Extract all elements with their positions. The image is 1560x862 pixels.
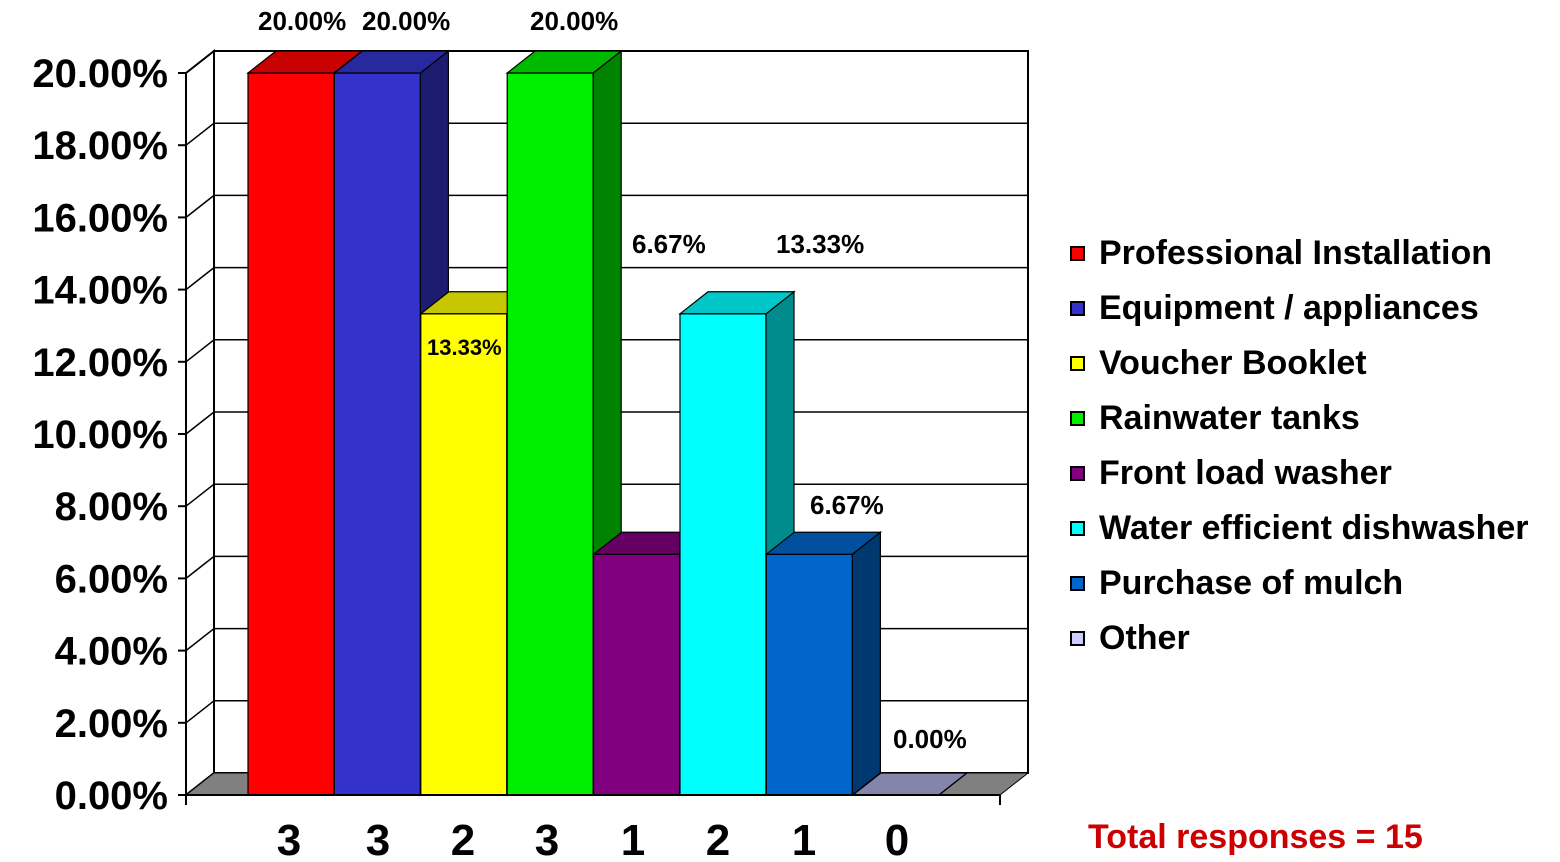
legend-swatch [1070,631,1085,646]
data-label: 6.67% [632,229,706,259]
legend-swatch [1070,411,1085,426]
y-tick-label: 6.00% [55,557,168,601]
legend-swatch [1070,301,1085,316]
y-tick-label: 0.00% [55,774,168,818]
legend-item: Voucher Booklet [1070,336,1529,391]
y-tick-label: 20.00% [32,52,168,96]
bar-top [505,50,623,74]
bar [592,553,681,796]
data-label: 20.00% [362,6,450,36]
y-tick-label: 16.00% [32,196,168,240]
legend-item: Equipment / appliances [1070,281,1529,336]
legend-item: Rainwater tanks [1070,391,1529,446]
gridline-side [185,194,215,218]
y-tick-label: 18.00% [32,124,168,168]
legend-item: Front load washer [1070,446,1529,501]
bar-side [851,530,882,797]
legend-label: Equipment / appliances [1099,289,1479,327]
legend-item: Purchase of mulch [1070,556,1529,611]
count-label: 2 [706,816,730,862]
legend-swatch [1070,246,1085,261]
y-tick-label: 14.00% [32,269,168,313]
legend-swatch [1070,356,1085,371]
legend-label: Rainwater tanks [1099,399,1360,437]
count-label: 3 [277,816,301,862]
count-label: 0 [885,816,909,862]
gridline-side [185,339,215,363]
total-responses-note: Total responses = 15 [1088,818,1423,856]
legend-swatch [1070,521,1085,536]
bar [679,313,767,796]
legend-item: Professional Installation [1070,226,1529,281]
bar [247,72,335,796]
bar [765,553,854,796]
count-label: 3 [535,816,559,862]
gridline-side [185,555,215,579]
legend-label: Purchase of mulch [1099,564,1404,602]
chart-legend: Professional Installation Equipment / ap… [1070,226,1529,666]
y-tick-label: 2.00% [55,702,168,746]
gridline-side [185,50,215,74]
legend-item: Water efficient dishwasher [1070,501,1529,556]
bar [420,313,508,796]
count-label: 1 [621,816,645,862]
bar-top [764,531,883,555]
legend-label: Front load washer [1099,454,1392,492]
y-tick-label: 4.00% [55,630,168,674]
bar [506,72,594,796]
gridline-side [185,122,215,146]
data-label: 20.00% [258,6,346,36]
y-tick-label: 8.00% [55,485,168,529]
count-label: 3 [366,816,390,862]
data-label: 0.00% [893,724,967,754]
y-tick-label: 10.00% [32,413,168,457]
bar-top [678,291,796,315]
count-label: 1 [792,816,816,862]
data-label: 13.33% [427,335,502,360]
legend-label: Voucher Booklet [1099,344,1367,382]
legend-swatch [1070,576,1085,591]
data-label: 13.33% [776,229,864,259]
bar [333,72,421,796]
gridline-side [185,700,215,724]
gridline-side [185,483,215,507]
data-label: 20.00% [530,6,618,36]
legend-label: Water efficient dishwasher [1099,509,1529,547]
legend-swatch [1070,466,1085,481]
bar-top [332,50,451,74]
legend-label: Other [1099,619,1190,657]
gridline-side [185,628,215,652]
gridline-side [185,411,215,435]
y-tick-label: 12.00% [32,341,168,385]
data-label: 6.67% [810,490,884,520]
count-label: 2 [451,816,475,862]
legend-item: Other [1070,611,1529,666]
gridline-side [185,267,215,291]
legend-label: Professional Installation [1099,234,1492,272]
